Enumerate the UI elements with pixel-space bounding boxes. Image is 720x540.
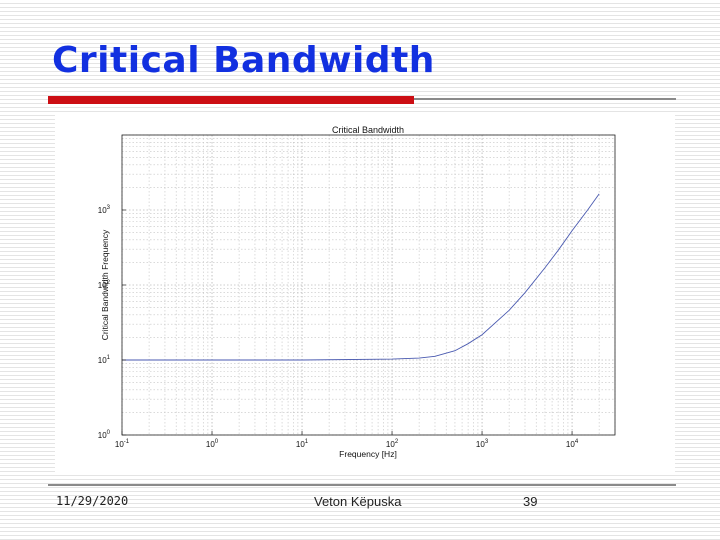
series-line [122,193,600,361]
x-tick-label: 103 [476,439,489,449]
chart-figure: 10-1 100 101 102 103 104 100 101 102 103 Critical… [55,113,675,473]
y-tick-label: 102 [98,280,111,290]
y-tick-label: 101 [98,355,111,365]
y-tick-label: 103 [98,205,111,215]
y-axis-label: Critical Bandwidth Frequency [100,229,110,340]
x-tick-label: 10-1 [115,439,130,449]
tick-labels: 10-1 100 101 102 103 104 100 101 102 103 [98,205,579,449]
footer-author: Veton Këpuska [314,494,402,509]
footer-rule [48,484,676,486]
x-tick-label: 104 [566,439,579,449]
x-tick-label: 101 [296,439,309,449]
title-rule [414,98,676,100]
x-tick-label: 100 [206,439,219,449]
series-layer [122,193,600,361]
x-axis-label: Frequency [Hz] [339,449,397,459]
x-tick-label: 102 [386,439,399,449]
critical-bandwidth-chart: 10-1 100 101 102 103 104 100 101 102 103 Critical… [98,125,616,459]
footer-page-number: 39 [523,494,538,509]
footer-date: 11/29/2020 [56,494,129,508]
grid-lines [121,134,616,436]
y-tick-label: 100 [98,430,111,440]
title-accent-bar [48,96,414,104]
slide-title: Critical Bandwidth [52,40,435,81]
chart-title: Critical Bandwidth [332,125,404,135]
